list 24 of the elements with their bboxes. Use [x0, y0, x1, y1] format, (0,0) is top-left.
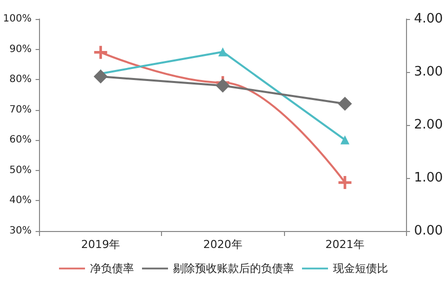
y2-tick-label: 2.00: [414, 118, 443, 132]
y-tick-label: 90%: [9, 44, 32, 55]
y-tick-label: 100%: [2, 14, 32, 24]
point: [338, 176, 352, 190]
x-tick-label: 2019年: [81, 238, 120, 251]
legend-label: 现金短债比: [333, 262, 388, 275]
x-tick-label: 2021年: [325, 238, 364, 251]
x-tick-label: 2020年: [203, 238, 242, 251]
y2-tick-label: 1.00: [414, 170, 443, 186]
legend-label: 剔除预收账款后的负债率: [173, 262, 294, 275]
y-tick-label: 80%: [9, 74, 32, 86]
point: [216, 78, 230, 93]
y-tick-label: 40%: [9, 195, 32, 206]
point: [338, 96, 352, 111]
y-tick-label: 30%: [9, 226, 32, 236]
y2-tick-label: 3.00: [414, 64, 443, 80]
y-tick-label: 50%: [9, 164, 32, 176]
point: [94, 46, 108, 59]
y2-tick-label: 4.00: [414, 12, 443, 26]
point: [94, 70, 108, 84]
legend-label: 净负债率: [90, 262, 134, 275]
y2-tick-label: 0.00: [414, 224, 443, 238]
y-tick-label: 70%: [9, 104, 32, 116]
y-tick-label: 60%: [9, 134, 32, 146]
